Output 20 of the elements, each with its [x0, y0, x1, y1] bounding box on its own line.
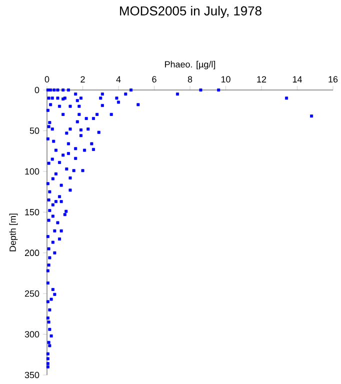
x-tick-label: 14 [292, 76, 302, 82]
x-tick-label: 0 [44, 76, 50, 82]
chart-title: MODS2005 in July, 1978 [120, 6, 262, 18]
y-tick-label: 50 [30, 128, 40, 134]
x-tick-label: 8 [188, 76, 192, 82]
x-tick-label: 6 [152, 76, 156, 82]
y-tick-label: 350 [24, 372, 40, 378]
x-tick-label: 16 [328, 76, 338, 82]
y-tick-label: 250 [24, 290, 40, 297]
x-tick-label: 10 [221, 76, 230, 82]
y-tick-label: 0 [34, 86, 40, 94]
y-tick-label: 150 [25, 208, 40, 216]
x-tick-label: 12 [257, 76, 266, 82]
y-tick-label: 100 [25, 168, 40, 175]
x-axis-title: Phaeo. [µg/l] [165, 60, 216, 70]
x-tick-label: 4 [116, 76, 121, 82]
y-axis-title: Depth [m] [9, 214, 18, 252]
y-tick-label: 300 [24, 331, 40, 338]
x-tick-label: 2 [80, 76, 85, 82]
y-tick-label: 200 [24, 250, 40, 256]
